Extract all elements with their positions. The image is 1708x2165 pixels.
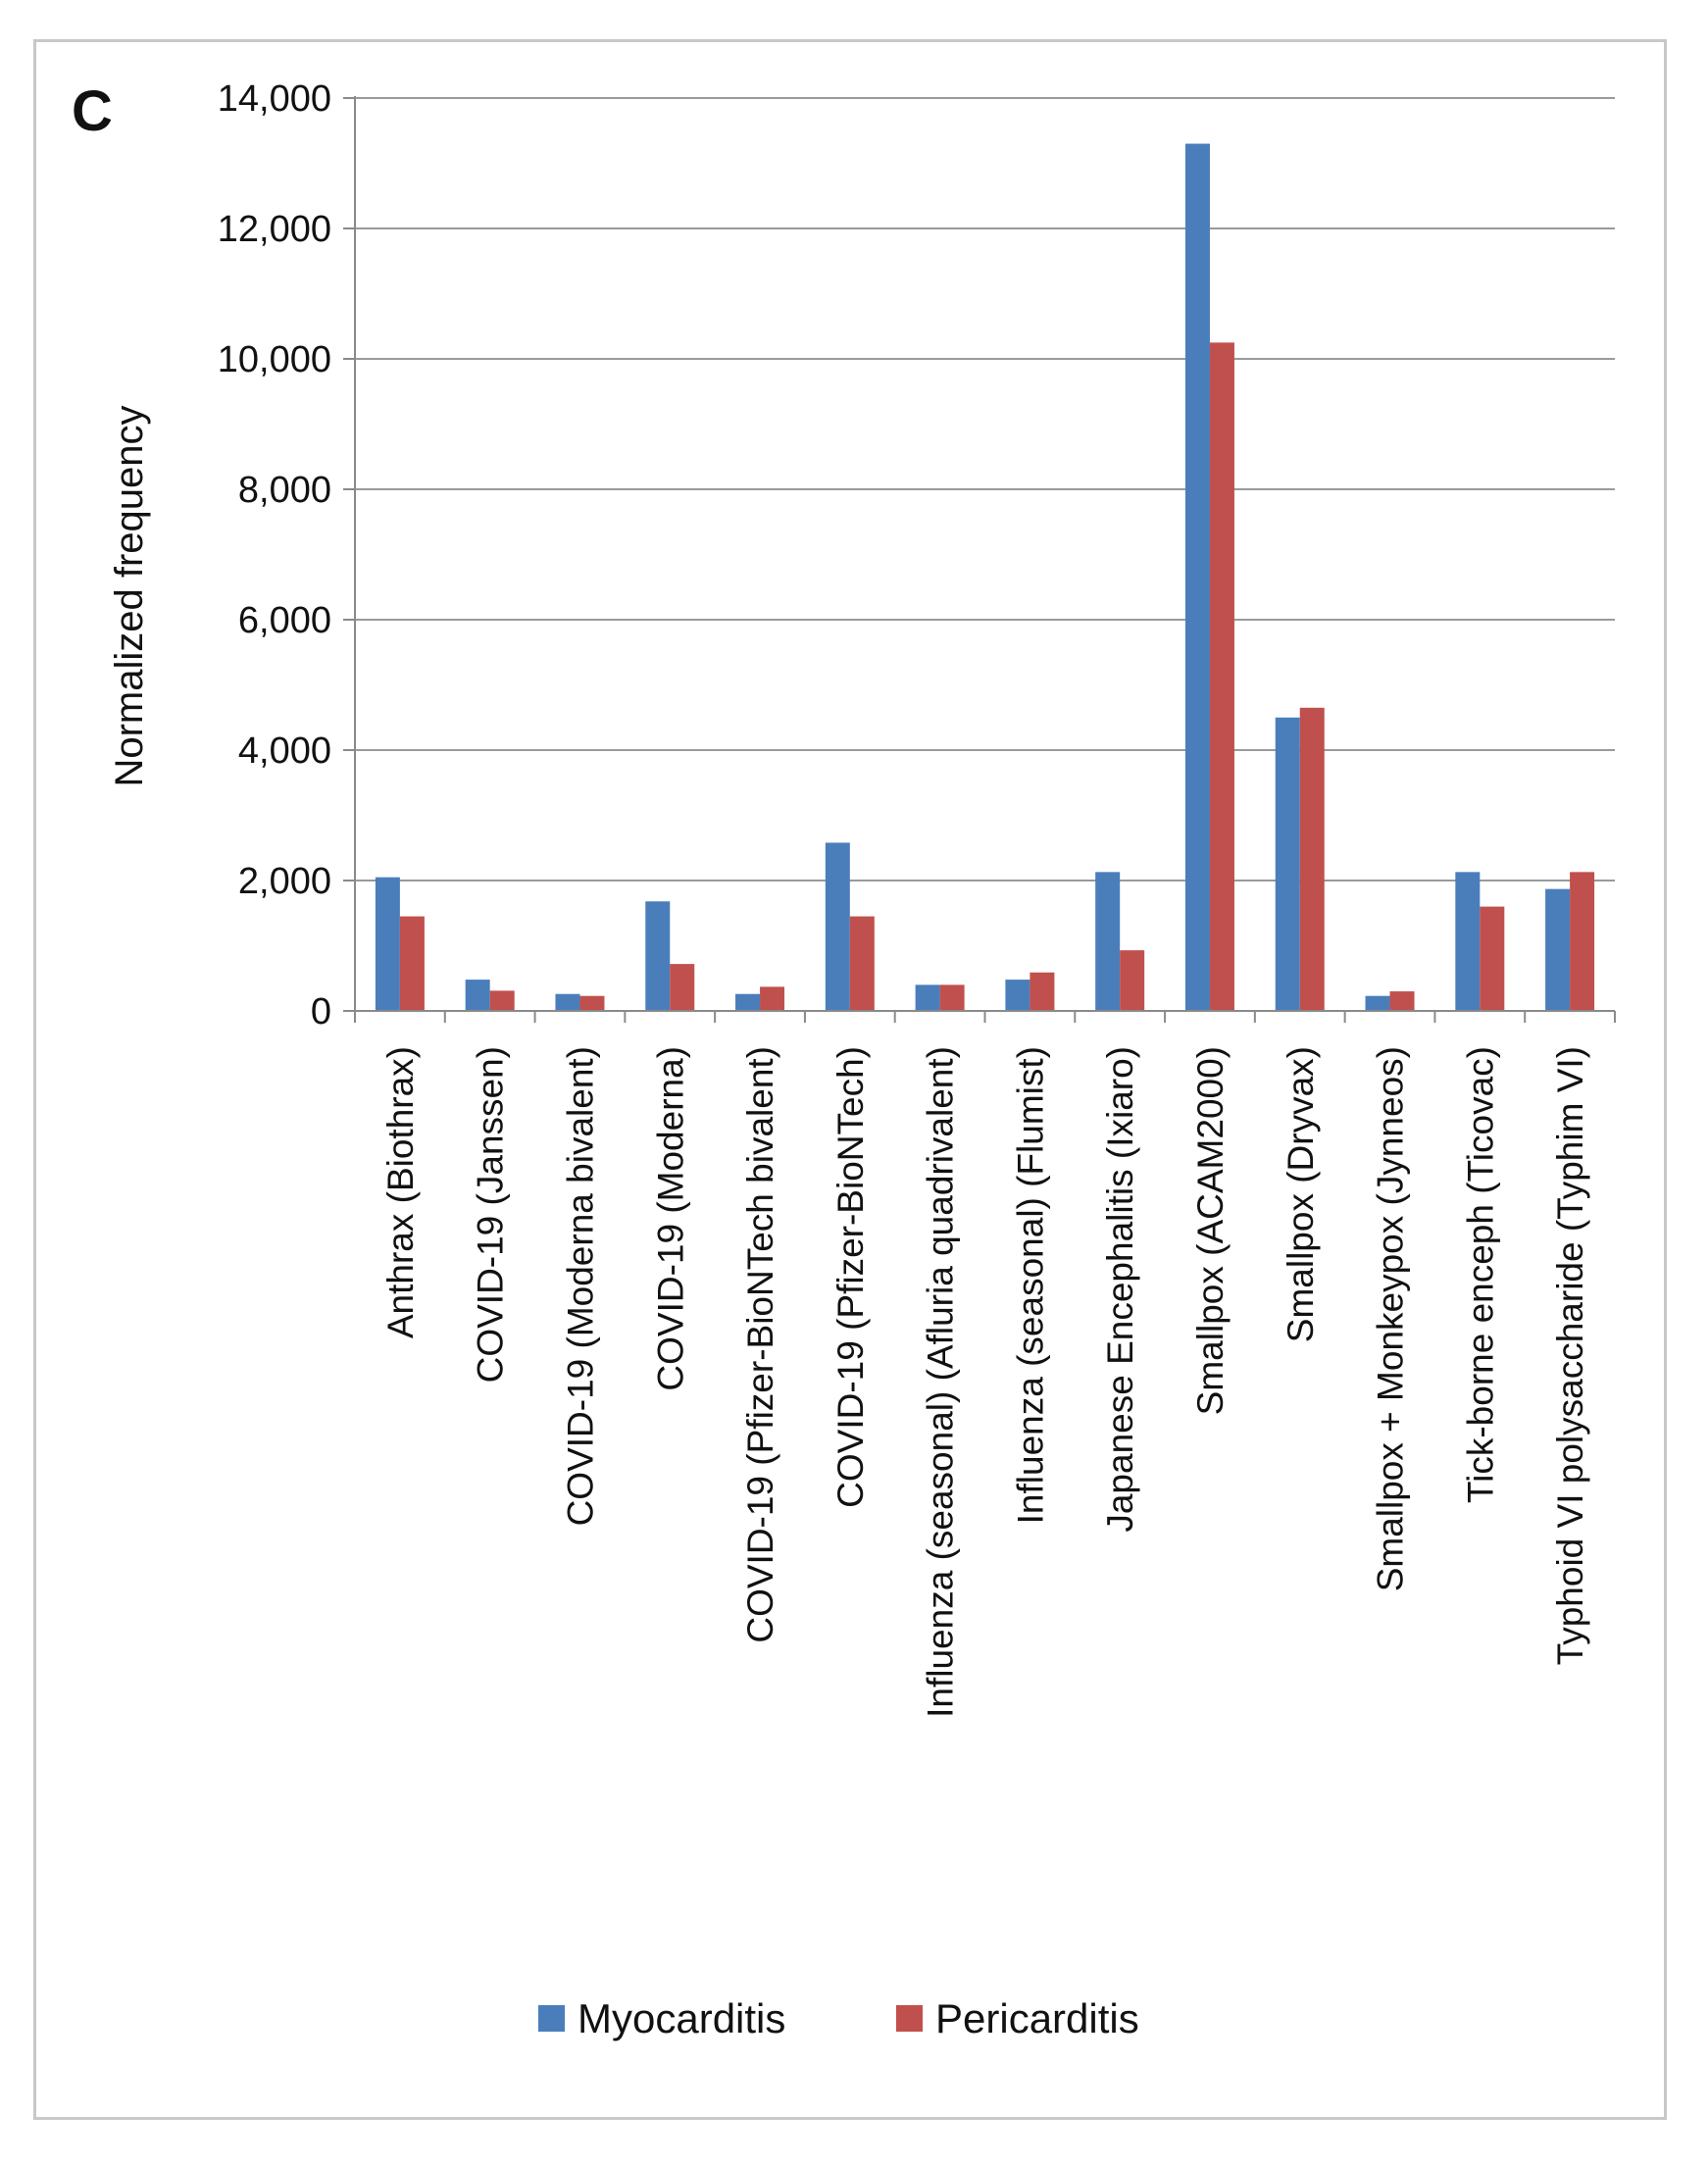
bar-pericarditis xyxy=(1389,991,1415,1011)
legend-swatch-myocarditis xyxy=(538,2005,565,2032)
x-tick-label: Influenza (seasonal) (Flumist) xyxy=(1010,1046,1050,1524)
legend-label-pericarditis: Pericarditis xyxy=(935,1995,1139,2041)
bar-pericarditis xyxy=(1030,972,1055,1011)
bar-pericarditis xyxy=(489,990,515,1011)
bar-myocarditis xyxy=(825,842,850,1011)
y-tick-label: 4,000 xyxy=(238,730,331,772)
legend: Myocarditis Pericarditis xyxy=(538,1995,1139,2041)
x-tick-label: Anthrax (Biothrax) xyxy=(380,1046,421,1338)
bars xyxy=(375,143,1595,1012)
bar-chart: C 0 2,000 4,000 6,000 8,000 10,000 12,000 14,00… xyxy=(72,78,1616,2041)
bar-myocarditis xyxy=(645,901,671,1011)
x-tick-labels: Anthrax (Biothrax) COVID-19 (Janssen) COVI… xyxy=(380,1046,1590,1718)
bar-myocarditis xyxy=(1184,143,1210,1012)
x-tick-label: Typhoid VI polysaccharide (Typhim VI) xyxy=(1550,1046,1590,1665)
bar-pericarditis xyxy=(939,984,965,1011)
panel-label: C xyxy=(72,79,113,143)
bar-myocarditis xyxy=(555,993,580,1011)
x-tick-label: COVID-19 (Pfizer-BioNTech bivalent) xyxy=(740,1046,780,1643)
bar-pericarditis xyxy=(579,995,605,1011)
y-tick-labels: 0 2,000 4,000 6,000 8,000 10,000 12,000 14,000 xyxy=(218,78,331,1032)
x-tick-label: Smallpox (ACAM2000) xyxy=(1190,1046,1231,1415)
bar-pericarditis xyxy=(399,916,425,1011)
y-tick-label: 6,000 xyxy=(238,600,331,641)
bar-pericarditis xyxy=(1299,707,1325,1011)
y-tick-label: 14,000 xyxy=(218,78,331,120)
bar-pericarditis xyxy=(1120,950,1145,1011)
y-tick-label: 8,000 xyxy=(238,470,331,511)
bar-pericarditis xyxy=(760,986,785,1011)
x-tick-label: COVID-19 (Janssen) xyxy=(471,1046,511,1383)
bar-pericarditis xyxy=(670,964,695,1011)
legend-label-myocarditis: Myocarditis xyxy=(578,1995,785,2041)
y-axis-label: Normalized frequency xyxy=(108,405,151,786)
bar-pericarditis xyxy=(1570,872,1595,1011)
bar-pericarditis xyxy=(1209,342,1234,1011)
x-tick-label: Japanese Encephalitis (Ixiaro) xyxy=(1100,1046,1140,1533)
y-tick-label: 10,000 xyxy=(218,339,331,380)
x-tick-label: COVID-19 (Moderna) xyxy=(650,1046,690,1391)
axes xyxy=(354,96,1616,1023)
bar-myocarditis xyxy=(1275,717,1300,1011)
bar-myocarditis xyxy=(1365,995,1390,1011)
x-tick-label: Tick-borne enceph (Ticovac) xyxy=(1460,1046,1500,1503)
bar-myocarditis xyxy=(375,877,400,1011)
x-tick-label: Influenza (seasonal) (Afluria quadrivale… xyxy=(921,1046,961,1718)
x-tick-label: COVID-19 (Moderna bivalent) xyxy=(560,1046,600,1526)
x-tick-label: Smallpox + Monkeypox (Jynneos) xyxy=(1371,1046,1411,1591)
bar-myocarditis xyxy=(735,993,761,1011)
bar-myocarditis xyxy=(1005,980,1030,1011)
bar-myocarditis xyxy=(915,984,940,1011)
bar-myocarditis xyxy=(1545,888,1571,1011)
bar-myocarditis xyxy=(465,980,490,1011)
bar-pericarditis xyxy=(1480,906,1505,1011)
x-tick-label: COVID-19 (Pfizer-BioNTech) xyxy=(830,1046,871,1508)
gridlines xyxy=(343,97,1615,1012)
bar-myocarditis xyxy=(1455,872,1481,1011)
y-tick-label: 0 xyxy=(311,991,331,1032)
bar-myocarditis xyxy=(1095,872,1121,1011)
y-tick-label: 2,000 xyxy=(238,861,331,902)
bar-pericarditis xyxy=(849,916,875,1011)
x-tick-label: Smallpox (Dryvax) xyxy=(1281,1046,1321,1342)
chart-frame: C 0 2,000 4,000 6,000 8,000 10,000 12,000 14,00… xyxy=(33,39,1667,2120)
y-tick-label: 12,000 xyxy=(218,209,331,250)
legend-swatch-pericarditis xyxy=(896,2005,923,2032)
